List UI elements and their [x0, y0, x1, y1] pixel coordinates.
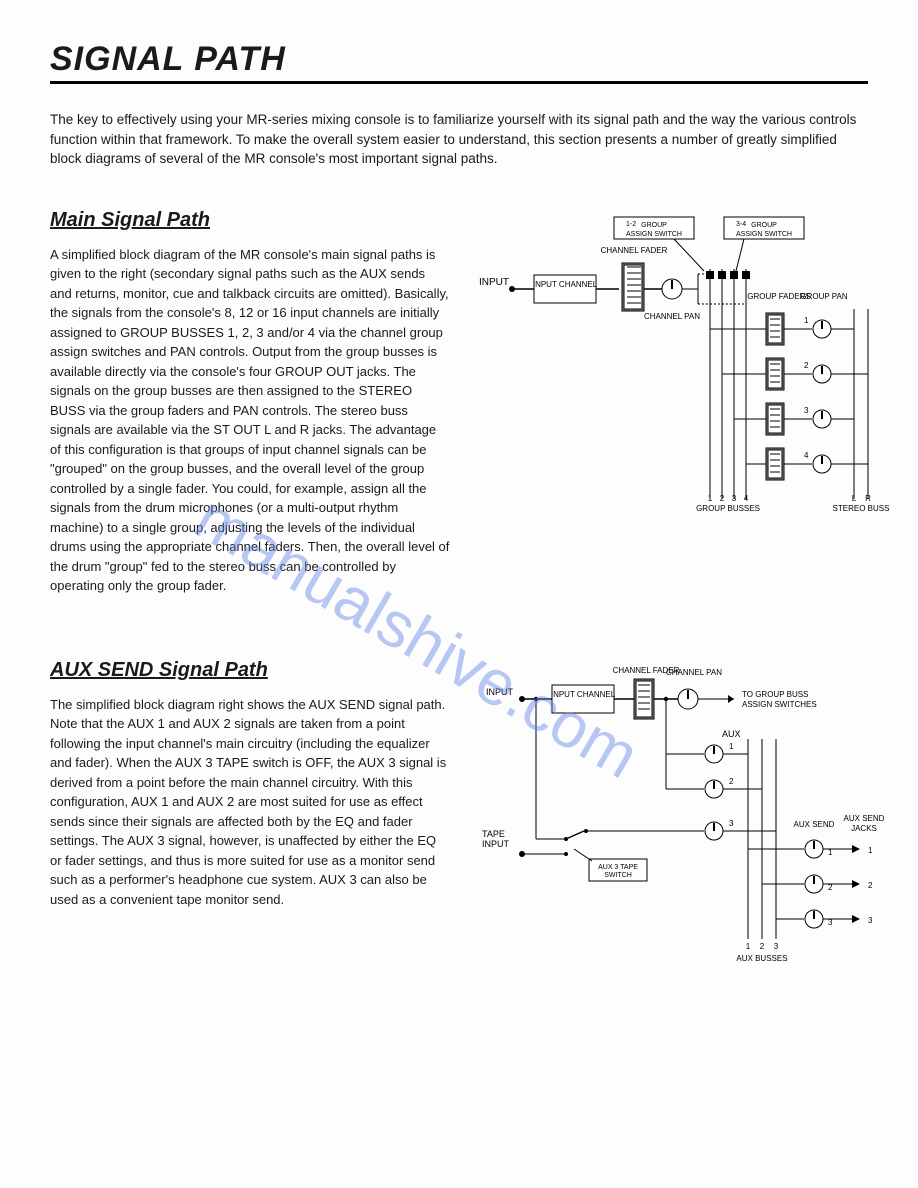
aux-send-3: 3 3	[776, 910, 873, 928]
main-signal-diagram: INPUT INPUT CHANNEL CHANNEL FADER CHANNE…	[474, 209, 894, 609]
label-aux-busses: AUX BUSSES	[736, 954, 787, 963]
gp2: 2	[804, 361, 809, 370]
label-sw34: 3-4	[736, 221, 746, 228]
aux-send-1: 1 1	[748, 840, 873, 858]
asj3: 3	[868, 916, 873, 925]
label-aux3-1: AUX 3 TAPE	[598, 864, 638, 871]
label-input-channel-2: INPUT CHANNEL	[551, 690, 616, 699]
ab2: 2	[760, 942, 765, 951]
gb3: 3	[732, 494, 737, 503]
label-to-group: TO GROUP BUSS	[742, 690, 808, 699]
label-aux-send: AUX SEND	[794, 820, 835, 829]
label-channel-pan2: CHANNEL PAN	[666, 668, 722, 677]
aux-knob-3: 3	[705, 819, 776, 840]
label-aux: AUX	[722, 729, 741, 739]
aux-signal-body: The simplified block diagram right shows…	[50, 695, 450, 910]
axn1: 1	[729, 742, 734, 751]
label-ga1a: GROUP	[641, 222, 667, 229]
label-sw12: 1-2	[626, 221, 636, 228]
group-row-2: 2	[722, 358, 868, 390]
group-row-1: 1	[710, 313, 854, 345]
group-row-4: 4	[746, 448, 868, 480]
asj2: 2	[868, 881, 873, 890]
label-group-busses: GROUP BUSSES	[696, 504, 760, 513]
aux-signal-heading: AUX SEND Signal Path	[50, 659, 450, 682]
main-signal-section: Main Signal Path A simplified block diag…	[50, 209, 868, 609]
label-tape-input2: INPUT	[482, 839, 510, 849]
label-ga2a: GROUP	[751, 222, 777, 229]
aux-send-2: 2 2	[762, 875, 873, 893]
gb4: 4	[744, 494, 749, 503]
asj1: 1	[868, 846, 873, 855]
label-ga1b: ASSIGN SWITCH	[626, 231, 682, 238]
ab3: 3	[774, 942, 779, 951]
label-ga2b: ASSIGN SWITCH	[736, 231, 792, 238]
aux-signal-diagram: INPUT INPUT CHANNEL CHANNEL FADER CHANNE…	[474, 659, 894, 974]
main-signal-body: A simplified block diagram of the MR con…	[50, 245, 450, 596]
lrr: R	[865, 494, 871, 503]
aux-signal-section: AUX SEND Signal Path The simplified bloc…	[50, 659, 868, 974]
page-title: SIGNAL PATH	[50, 40, 868, 84]
aux-knob-1: 1	[666, 742, 748, 763]
gp1: 1	[804, 316, 809, 325]
gp3: 3	[804, 406, 809, 415]
lrl: L	[852, 494, 857, 503]
label-stereo-buss: STEREO BUSS	[833, 504, 890, 513]
label-input2: INPUT	[486, 687, 514, 697]
intro-paragraph: The key to effectively using your MR-ser…	[50, 110, 868, 169]
label-input: INPUT	[479, 277, 509, 288]
label-tape-input: TAPE	[482, 829, 505, 839]
axn2: 2	[729, 777, 734, 786]
label-channel-pan: CHANNEL PAN	[644, 312, 700, 321]
gp4: 4	[804, 451, 809, 460]
main-signal-heading: Main Signal Path	[50, 209, 450, 232]
gb1: 1	[708, 494, 713, 503]
label-channel-fader: CHANNEL FADER	[601, 246, 668, 255]
label-to-group2: ASSIGN SWITCHES	[742, 700, 817, 709]
group-row-3: 3	[734, 403, 854, 435]
gb2: 2	[720, 494, 725, 503]
ab1: 1	[746, 942, 751, 951]
label-aux3-2: SWITCH	[604, 872, 632, 879]
label-aux-send-jacks1: AUX SEND	[844, 814, 885, 823]
label-group-pan: GROUP PAN	[800, 292, 847, 301]
label-input-channel-1: INPUT CHANNEL	[533, 280, 598, 289]
label-aux-send-jacks2: JACKS	[851, 824, 877, 833]
axn3: 3	[729, 819, 734, 828]
